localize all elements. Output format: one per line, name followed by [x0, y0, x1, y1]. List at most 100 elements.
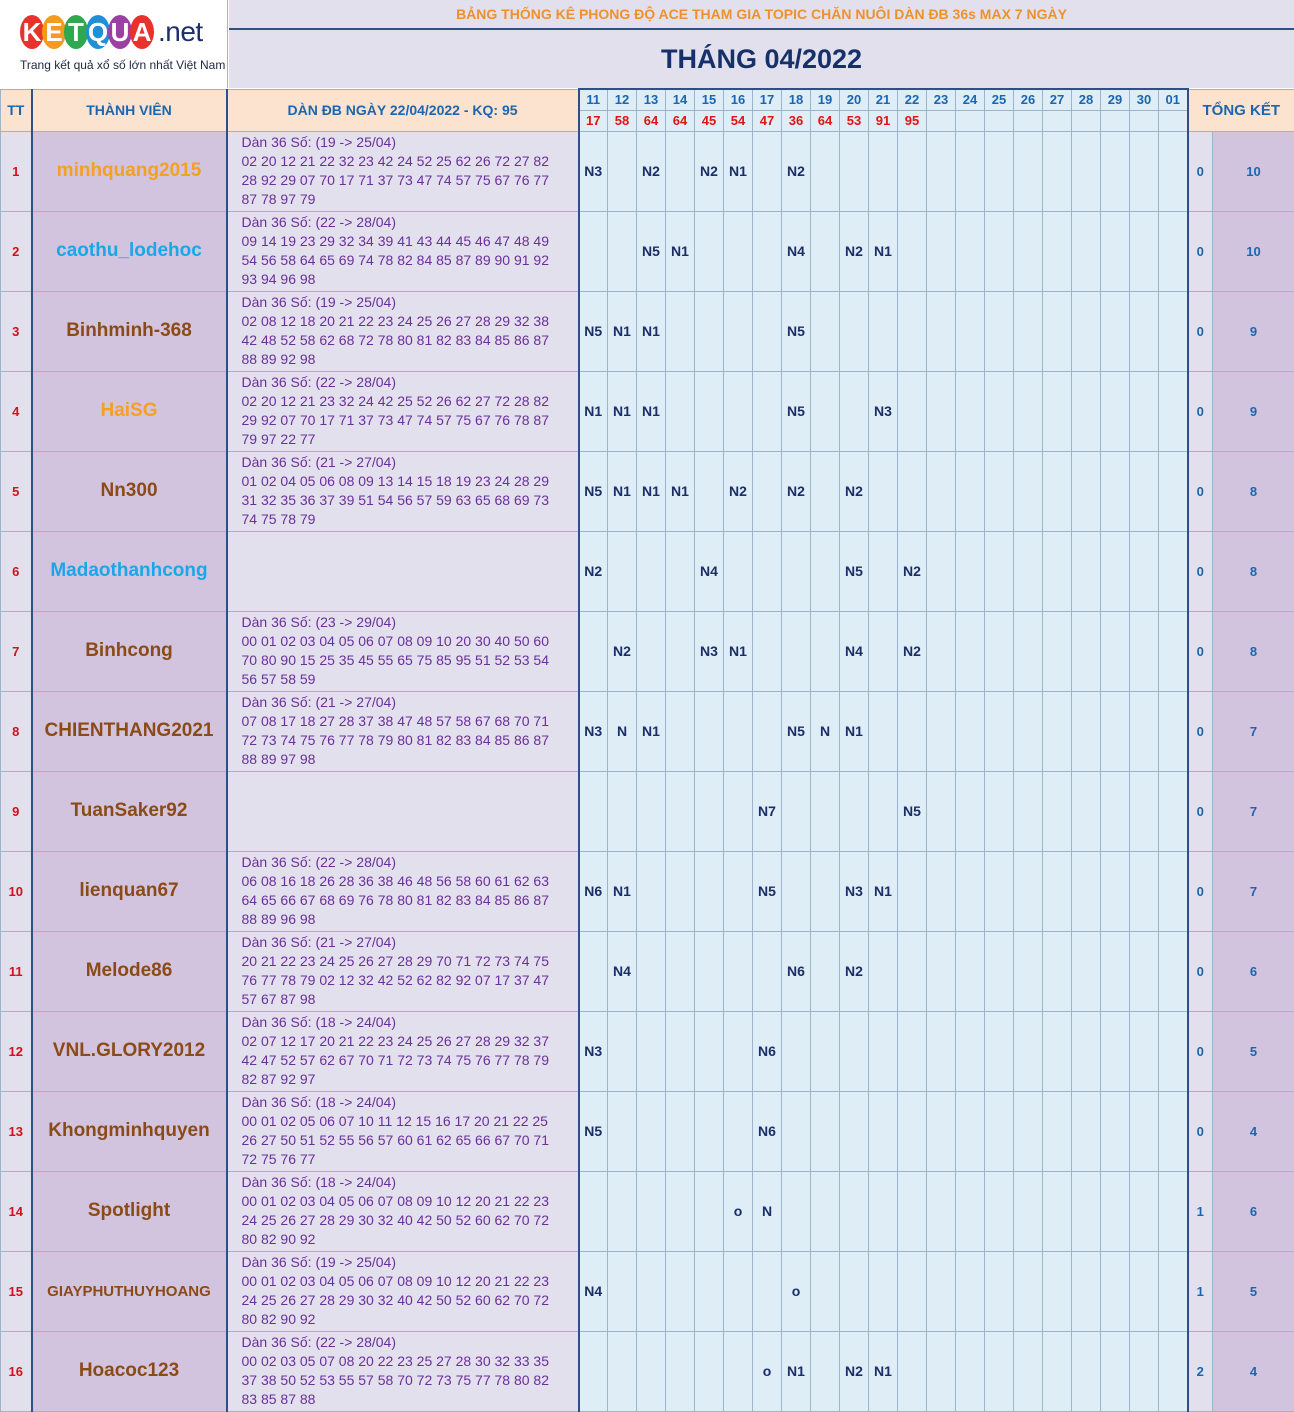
day-cell [578, 1330, 608, 1412]
day-cell: N3 [578, 1010, 608, 1092]
member-name[interactable]: Madaothanhcong [30, 530, 228, 612]
day-cell [723, 1010, 753, 1092]
member-name[interactable]: VNL.GLORY2012 [30, 1010, 228, 1092]
header-day: 14 [665, 88, 695, 111]
summary-wins: 0 [1186, 290, 1213, 372]
day-cell [665, 290, 695, 372]
day-cell [926, 530, 956, 612]
day-cell [1013, 610, 1043, 692]
day-cell [868, 610, 898, 692]
dan-line: 87 78 97 79 [241, 190, 316, 207]
day-cell [578, 210, 608, 292]
day-cell: N2 [781, 450, 811, 532]
summary-wins: 0 [1186, 690, 1213, 772]
member-name[interactable]: lienquan67 [30, 850, 228, 932]
day-cell: N1 [781, 1330, 811, 1412]
day-cell [1129, 1090, 1159, 1172]
logo-letter: U [108, 15, 132, 49]
day-cell [1071, 690, 1101, 772]
member-name[interactable]: Nn300 [30, 450, 228, 532]
dan-line: 76 77 78 79 02 12 32 42 52 62 82 92 07 1… [241, 971, 550, 988]
dan-line: 29 92 07 70 17 71 37 73 47 74 57 75 67 7… [241, 411, 550, 428]
member-name[interactable]: Khongminhquyen [30, 1090, 228, 1172]
day-cell [665, 1330, 695, 1412]
member-name[interactable]: minhquang2015 [30, 130, 228, 212]
logo-letter: Q [86, 15, 110, 49]
day-cell [955, 130, 985, 212]
row-number: 4 [0, 370, 32, 452]
day-cell [578, 770, 608, 852]
member-name[interactable]: Melode86 [30, 930, 228, 1012]
header-day: 15 [694, 88, 724, 111]
day-cell: N3 [839, 850, 869, 932]
day-cell [955, 690, 985, 772]
day-cell [839, 1250, 869, 1332]
dan-numbers: Dàn 36 Số: (21 -> 27/04) 20 21 22 23 24 2… [226, 930, 580, 1012]
table-row: 10 lienquan67 Dàn 36 Số: (22 -> 28/04) 06 0… [0, 850, 1294, 932]
day-cell [839, 290, 869, 372]
day-cell [1013, 1090, 1043, 1172]
day-cell [636, 1330, 666, 1412]
day-cell [1100, 930, 1130, 1012]
summary-wins: 0 [1186, 210, 1213, 292]
day-cell [1042, 1250, 1072, 1332]
dan-line: 24 25 26 27 28 29 30 32 40 42 50 52 60 6… [241, 1291, 550, 1308]
member-name[interactable]: Hoacoc123 [30, 1330, 228, 1412]
header-day: 25 [984, 88, 1014, 111]
day-cell [694, 450, 724, 532]
member-name[interactable]: Binhcong [30, 610, 228, 692]
row-number: 9 [0, 770, 32, 852]
day-cell [810, 930, 840, 1012]
dan-line: 72 73 74 75 76 77 78 79 80 81 82 83 84 8… [241, 731, 550, 748]
day-cell [694, 1010, 724, 1092]
member-name[interactable]: Binhminh-368 [30, 290, 228, 372]
day-cell [1129, 130, 1159, 212]
day-cell [607, 1250, 637, 1332]
day-cell [1158, 1170, 1188, 1252]
summary-points: 5 [1212, 1250, 1294, 1332]
member-name[interactable]: caothu_lodehoc [30, 210, 228, 292]
day-cell: N2 [694, 130, 724, 212]
dan-numbers [226, 530, 580, 612]
day-cell: o [781, 1250, 811, 1332]
day-cell: o [752, 1330, 782, 1412]
header-result [1013, 109, 1043, 132]
dan-numbers: Dàn 36 Số: (23 -> 29/04) 00 01 02 03 04 0… [226, 610, 580, 692]
day-cell [955, 450, 985, 532]
member-name[interactable]: TuanSaker92 [30, 770, 228, 852]
day-cell [694, 1170, 724, 1252]
row-number: 7 [0, 610, 32, 692]
day-cell [1129, 210, 1159, 292]
table-row: 11 Melode86 Dàn 36 Số: (21 -> 27/04) 20 21 … [0, 930, 1294, 1012]
day-cell [636, 1250, 666, 1332]
day-cell [1158, 530, 1188, 612]
dan-line: 24 25 26 27 28 29 30 32 40 42 50 52 60 6… [241, 1211, 550, 1228]
dan-line: 01 02 04 05 06 08 09 13 14 15 18 19 23 2… [241, 472, 550, 489]
day-cell [723, 1250, 753, 1332]
day-cell: N1 [723, 130, 753, 212]
member-name[interactable]: GIAYPHUTHUYHOANG [30, 1250, 228, 1332]
header-day: 20 [839, 88, 869, 111]
table-row: 13 Khongminhquyen Dàn 36 Số: (18 -> 24/04)… [0, 1090, 1294, 1172]
member-name[interactable]: HaiSG [30, 370, 228, 452]
table-row: 3 Binhminh-368 Dàn 36 Số: (19 -> 25/04) 02 … [0, 290, 1294, 372]
day-cell [1129, 1330, 1159, 1412]
day-cell [723, 210, 753, 292]
day-cell: N4 [578, 1250, 608, 1332]
day-cell [897, 370, 927, 452]
day-cell [1042, 290, 1072, 372]
ketqua-logo[interactable]: K E T Q U A .net Trang kết quả xổ số lớn nhất … [0, 0, 228, 88]
day-cell [1158, 1090, 1188, 1172]
row-number: 16 [0, 1330, 32, 1412]
day-cell: N1 [636, 450, 666, 532]
day-cell [955, 770, 985, 852]
day-cell [839, 1010, 869, 1092]
summary-wins: 1 [1186, 1170, 1213, 1252]
member-name[interactable]: Spotlight [30, 1170, 228, 1252]
day-cell [955, 530, 985, 612]
header-day: 27 [1042, 88, 1072, 111]
day-cell: N5 [636, 210, 666, 292]
day-cell [868, 1170, 898, 1252]
dan-line: 88 89 97 98 [241, 750, 316, 767]
member-name[interactable]: CHIENTHANG2021 [30, 690, 228, 772]
